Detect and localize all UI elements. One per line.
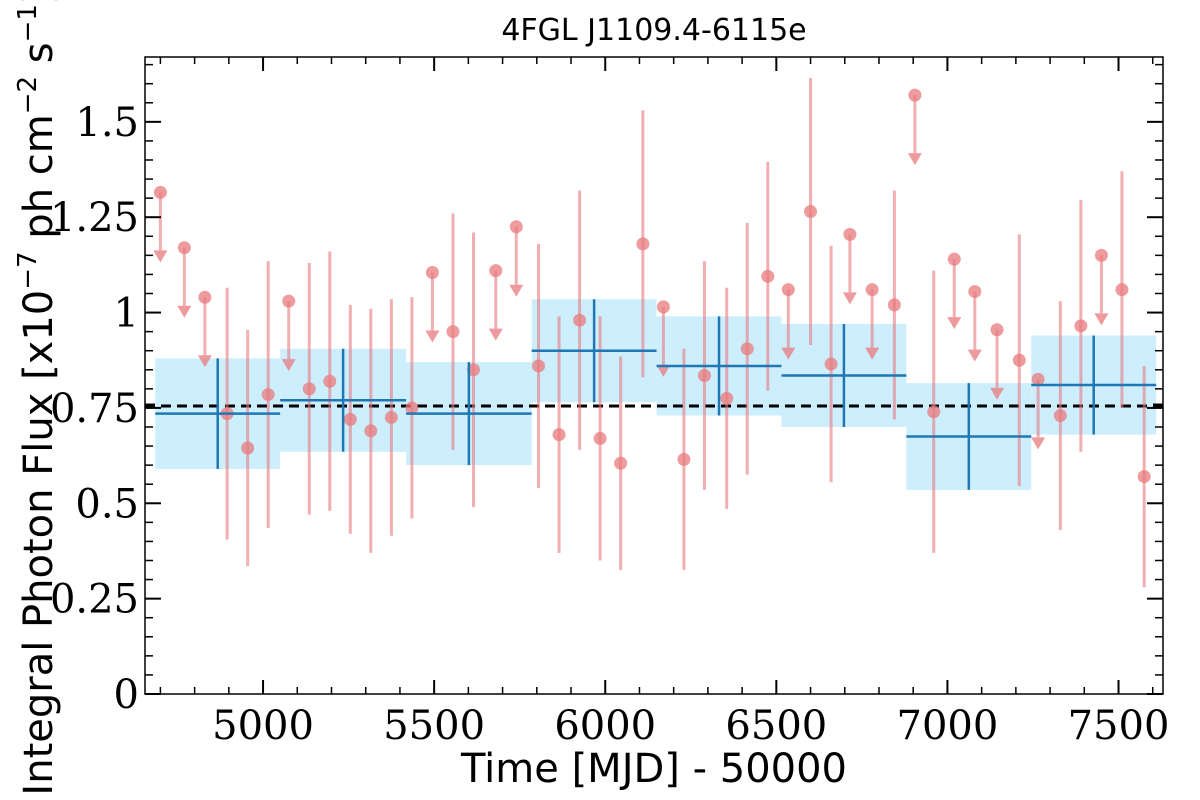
y-tick-label: 0.25 [50, 577, 139, 623]
short-bin-point [761, 269, 775, 283]
upper-limit-arrow-head [509, 284, 524, 297]
upper-limit-arrow-head [781, 347, 796, 360]
upper-limit-arrow-head [990, 387, 1005, 400]
long-bin-bands [155, 299, 1157, 490]
y-tick-label: 1 [114, 291, 139, 337]
short-bin-point [446, 325, 460, 339]
axes-frame: 5000 5500 6000 6500 7000 7500 0 0.25 0.5 0.75 1 1.2… [50, 56, 1170, 749]
upper-limit-arrow-head [153, 250, 168, 263]
y-tick-label: 1.5 [75, 100, 139, 146]
x-tick-label: 5000 [212, 703, 314, 749]
upper-limit-arrow-head [1031, 437, 1046, 450]
chart-title: 4FGL J1109.4-6115e [501, 13, 806, 48]
short-bin-point [1115, 283, 1129, 297]
y-tick-label: 1.25 [50, 195, 139, 241]
short-bin-point [1074, 319, 1088, 333]
short-bin-point [1053, 409, 1067, 423]
short-bin-point [261, 388, 275, 402]
upper-limit-arrow-head [197, 355, 212, 368]
short-bin-point [740, 342, 754, 356]
short-bin-point [804, 204, 818, 218]
y-tick-label: 0.75 [50, 386, 139, 432]
plot-frame [144, 56, 1164, 695]
x-tick-label: 6000 [554, 703, 656, 749]
short-bin-point [552, 428, 566, 442]
x-tick-label: 5500 [383, 703, 485, 749]
upper-limit-point [1094, 248, 1108, 262]
short-bin-point [824, 357, 838, 371]
upper-limit-arrow-head [907, 153, 922, 166]
upper-limit-arrow-head [281, 359, 296, 372]
short-bin-point [323, 374, 337, 388]
y-axis-label: Integral Photon Flux [x10−7 ph cm−2 s−1] [13, 0, 62, 796]
short-bin-point [720, 391, 734, 405]
upper-limit-arrow-head [425, 330, 440, 343]
short-bin-point [697, 369, 711, 382]
short-bin-point [614, 456, 628, 470]
short-bin-point [302, 382, 316, 396]
upper-limit-arrow-head [488, 328, 503, 341]
upper-limit-arrow-head [865, 347, 880, 360]
short-bin-point [405, 401, 419, 415]
upper-limit-arrow-head [177, 305, 192, 318]
y-tick-label: 0 [114, 672, 139, 718]
x-axis-label: Time [MJD] - 50000 [460, 746, 847, 792]
x-tick-label: 7000 [897, 703, 999, 749]
y-tick-label: 0.5 [75, 481, 139, 527]
long-bin-series [155, 299, 1157, 490]
short-bin-point [343, 412, 357, 426]
short-bin-point [1137, 470, 1151, 484]
short-bin-point [466, 363, 480, 377]
short-bin-point [887, 298, 901, 312]
short-bin-series [153, 77, 1151, 588]
upper-limit-arrow-head [1094, 313, 1109, 326]
short-bin-point [241, 441, 255, 455]
short-bin-point [1012, 353, 1026, 367]
short-bin-point [364, 424, 378, 438]
upper-limit-arrow-head [967, 349, 982, 362]
upper-limit-arrow-head [947, 317, 962, 330]
short-bin-point [927, 405, 941, 419]
short-bin-point [573, 313, 587, 327]
short-bin-point [636, 237, 650, 251]
upper-limit-arrow-head [842, 292, 857, 305]
short-bin-point [384, 410, 398, 424]
x-tick-label: 6500 [725, 703, 827, 749]
x-tick-label: 7500 [1068, 703, 1170, 749]
short-bin-point [677, 452, 691, 466]
upper-limit-arrow-head [656, 364, 671, 377]
short-bin-point [593, 431, 607, 445]
short-bin-point [532, 359, 546, 373]
